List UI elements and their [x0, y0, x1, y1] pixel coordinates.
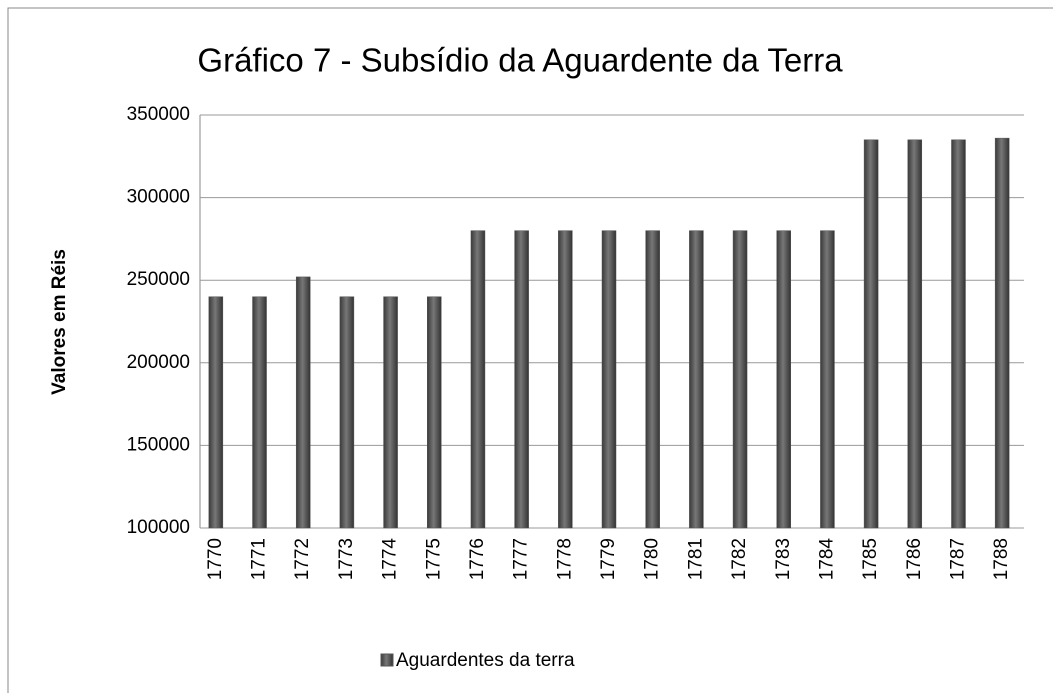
bar [863, 139, 879, 529]
bar [994, 137, 1010, 529]
bar [732, 230, 748, 529]
bar [208, 296, 224, 529]
bar [776, 230, 791, 529]
bar [645, 230, 660, 529]
y-axis-label: Valores em Réis [49, 249, 70, 395]
x-tick-label: 1780 [642, 538, 663, 580]
x-tick-label: 1773 [336, 538, 357, 580]
x-tick-label: 1786 [904, 538, 925, 580]
x-tick-label: 1783 [773, 538, 794, 580]
x-tick-label: 1781 [685, 538, 706, 580]
y-tick-label: 100000 [127, 517, 190, 538]
legend-label: Aguardentes da terra [396, 650, 575, 671]
bar [951, 139, 966, 529]
bar [252, 296, 267, 529]
bar [427, 296, 442, 529]
x-tick-label: 1770 [205, 538, 226, 580]
bar [514, 230, 529, 529]
bar [339, 296, 355, 529]
y-tick-label: 300000 [127, 187, 190, 208]
y-tick-label: 350000 [127, 104, 190, 125]
bar [820, 230, 835, 529]
x-tick-label: 1778 [554, 538, 575, 580]
x-tick-label: 1775 [423, 538, 444, 580]
bar [383, 296, 398, 529]
bar [470, 230, 486, 529]
y-tick-label: 250000 [127, 269, 190, 290]
chart-border [7, 7, 1053, 693]
x-tick-label: 1772 [292, 538, 313, 580]
bar [907, 139, 923, 529]
y-tick-label: 200000 [127, 352, 190, 373]
x-tick-label: 1784 [816, 538, 837, 581]
x-tick-label: 1771 [249, 538, 270, 580]
x-tick-label: 1774 [380, 538, 401, 581]
legend-swatch [380, 653, 394, 667]
x-tick-label: 1787 [947, 538, 968, 580]
x-tick-label: 1785 [860, 538, 881, 580]
bar [295, 276, 311, 529]
bar [601, 230, 617, 529]
x-tick-label: 1777 [511, 538, 532, 580]
x-tick-label: 1782 [729, 538, 750, 580]
x-tick-label: 1788 [991, 538, 1012, 580]
x-tick-label: 1779 [598, 538, 619, 580]
bar [558, 230, 573, 529]
x-tick-label: 1776 [467, 538, 488, 580]
bar [689, 230, 704, 529]
y-tick-label: 150000 [127, 434, 190, 455]
chart-title: Gráfico 7 - Subsídio da Aguardente da Te… [197, 42, 843, 79]
